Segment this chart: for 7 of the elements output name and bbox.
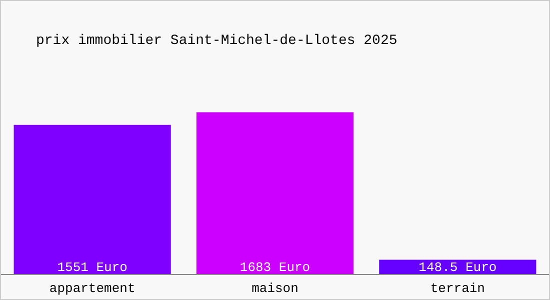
x-tick-label: appartement — [49, 281, 136, 296]
chart-title: prix immobilier Saint-Michel-de-Llotes 2025 — [36, 33, 398, 49]
data-label: 1683 Euro — [240, 260, 310, 275]
x-tick-label: terrain — [430, 281, 485, 296]
data-label: 1551 Euro — [57, 260, 128, 275]
data-label: 148.5 Euro — [418, 260, 497, 275]
x-tick-label: maison — [252, 281, 298, 296]
